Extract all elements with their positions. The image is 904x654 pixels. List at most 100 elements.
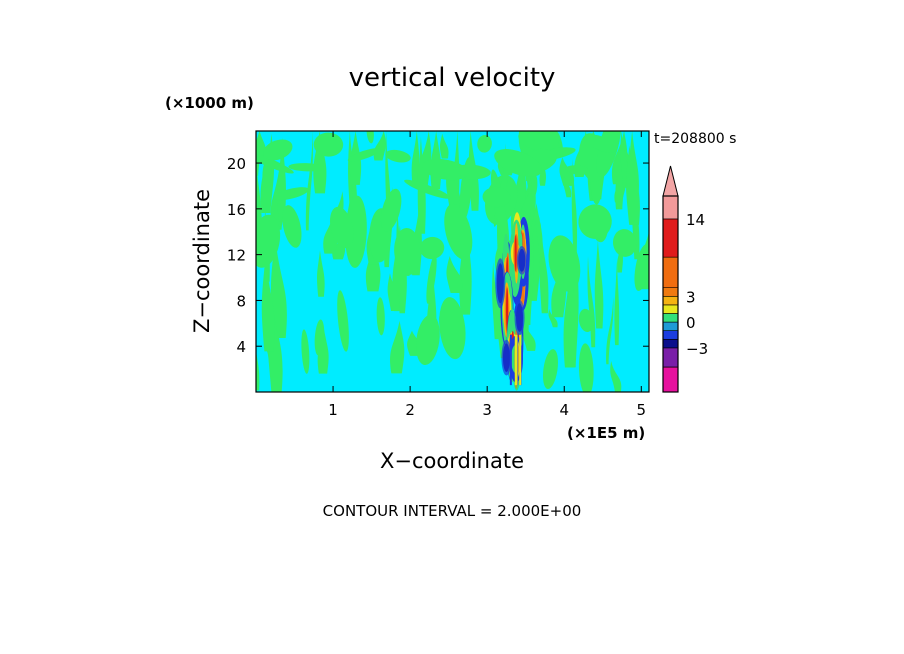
updraft-streak <box>594 240 604 329</box>
x-tick-label: 3 <box>482 401 492 419</box>
updraft-streak <box>571 158 578 254</box>
updraft-patch <box>533 131 560 151</box>
downdraft-contour <box>495 258 506 309</box>
updraft-streak <box>390 320 405 374</box>
updraft-patch <box>282 205 302 248</box>
colorbar-level <box>662 338 679 349</box>
colorbar-label: 3 <box>686 288 696 306</box>
updraft-patch <box>301 329 310 374</box>
y-tick-label: 4 <box>236 338 246 356</box>
colorbar-level <box>662 218 679 258</box>
updraft-patch <box>347 148 381 162</box>
colorbar-level <box>662 313 679 323</box>
updraft-streak <box>610 360 622 392</box>
updraft-streak <box>439 133 449 159</box>
updraft-streak <box>522 321 536 351</box>
updraft-streak <box>305 131 314 231</box>
updraft-patch <box>366 131 374 144</box>
updraft-streak <box>626 145 640 225</box>
contour-interval-note: CONTOUR INTERVAL = 2.000E+00 <box>323 502 582 520</box>
updraft-streak <box>256 351 260 391</box>
updraft-patch <box>416 314 440 366</box>
y-unit-label: (×1000 m) <box>165 94 254 112</box>
y-tick-label: 12 <box>227 247 246 265</box>
updraft-streak <box>313 131 327 194</box>
updraft-patch <box>477 134 492 153</box>
updraft-patch <box>565 165 590 175</box>
core-stalk <box>515 334 518 386</box>
updraft-patch <box>263 139 293 161</box>
updraft-patch <box>313 132 344 157</box>
colorbar-level <box>662 304 679 314</box>
updraft-streak <box>614 261 620 346</box>
colorbar-label: −3 <box>686 340 708 358</box>
updraft-patch <box>586 134 617 153</box>
plot-area <box>255 130 650 393</box>
updraft-streak <box>417 131 432 189</box>
plot-frame <box>255 130 650 393</box>
downdraft-contour <box>501 339 512 376</box>
updraft-patch <box>404 179 451 199</box>
updraft-patch <box>548 235 581 292</box>
updraft-patch <box>337 290 349 352</box>
updraft-streak <box>277 137 287 222</box>
y-tick-label: 16 <box>227 201 246 219</box>
colorbar-level <box>662 256 679 288</box>
x-tick-label: 2 <box>405 401 415 419</box>
updraft-patch <box>634 244 649 291</box>
time-label: t=208800 s <box>654 131 736 147</box>
y-axis: 4 8 12 16 20 <box>227 155 649 356</box>
updraft-patch <box>256 151 294 174</box>
x-unit-label: (×1E5 m) <box>567 424 645 442</box>
updraft-patch <box>439 297 466 360</box>
updraft-patch <box>444 203 473 260</box>
updraft-patch <box>329 206 354 249</box>
x-tick-label: 5 <box>637 401 647 419</box>
y-tick-label: 8 <box>236 292 246 310</box>
updraft-patch <box>530 174 538 198</box>
x-tick-label: 4 <box>559 401 569 419</box>
updraft-streak <box>317 250 325 297</box>
updraft-streak <box>270 237 287 338</box>
updraft-streak <box>559 157 575 186</box>
updraft-patch <box>421 158 469 181</box>
x-axis: 1 2 3 4 5 <box>328 131 646 419</box>
updraft-patch <box>419 236 445 260</box>
colorbar-label: 14 <box>686 211 705 229</box>
y-tick-label: 20 <box>227 155 246 173</box>
updraft-streak <box>548 309 558 328</box>
colorbar-level <box>662 347 679 368</box>
updraft-streak <box>446 255 463 294</box>
x-tick-label: 1 <box>328 401 338 419</box>
core-contour <box>514 235 517 272</box>
updraft-patch <box>426 254 437 304</box>
updraft-patch <box>314 319 325 356</box>
updraft-streak <box>492 262 500 340</box>
core-stalk <box>509 334 512 386</box>
x-axis-title: X−coordinate <box>380 449 524 473</box>
updraft-patch <box>345 195 367 268</box>
updraft-streak <box>524 234 534 325</box>
colorbar-level <box>662 330 679 340</box>
y-axis-title: Z−coordinate <box>190 189 214 333</box>
contour-fill-layer <box>256 131 649 392</box>
core-stalk <box>519 334 522 386</box>
colorbar-level <box>662 366 679 393</box>
updraft-streak <box>459 219 472 315</box>
updraft-patch <box>288 163 325 172</box>
updraft-streak <box>563 175 572 198</box>
updraft-patch <box>482 186 511 208</box>
updraft-streak <box>317 328 329 374</box>
updraft-patch <box>494 149 543 177</box>
updraft-patch <box>578 308 594 332</box>
colorbar-level <box>662 195 679 220</box>
downdraft-contour <box>514 299 525 336</box>
colorbar-frame <box>662 195 679 393</box>
core-contour <box>506 287 509 332</box>
updraft-patch <box>612 229 637 257</box>
updraft-patch <box>542 349 559 390</box>
updraft-patch <box>578 204 612 239</box>
updraft-patch <box>380 188 402 232</box>
updraft-patch <box>273 187 309 201</box>
colorbar-level <box>662 321 679 331</box>
